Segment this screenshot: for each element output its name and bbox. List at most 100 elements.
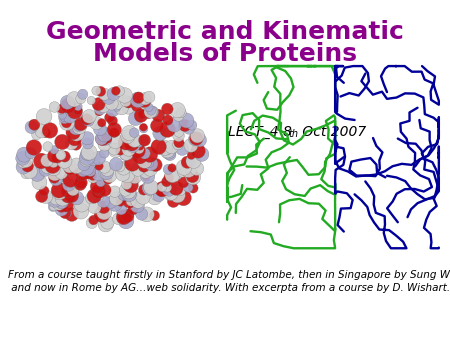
Point <box>187 159 194 165</box>
Point <box>42 194 50 199</box>
Point <box>50 203 58 209</box>
Point <box>127 183 135 188</box>
Point <box>143 159 150 164</box>
Point <box>90 156 97 162</box>
Point <box>88 195 95 201</box>
Point <box>106 173 113 178</box>
Point <box>187 143 194 148</box>
Point <box>181 123 189 128</box>
Point <box>174 173 181 178</box>
Point <box>134 203 141 209</box>
Point <box>135 146 143 151</box>
Point <box>135 198 142 204</box>
Point <box>30 145 37 150</box>
Point <box>140 164 148 169</box>
Point <box>84 141 91 146</box>
Point <box>97 179 104 185</box>
Point <box>51 104 58 110</box>
Point <box>184 185 192 190</box>
Point <box>164 130 171 135</box>
Point <box>126 191 133 197</box>
Point <box>114 102 122 108</box>
Point <box>175 142 182 147</box>
Point <box>120 214 127 220</box>
Point <box>96 136 104 142</box>
Point <box>146 152 153 157</box>
Point <box>87 168 94 174</box>
Point <box>189 186 197 191</box>
Point <box>124 173 131 178</box>
Point <box>62 177 69 183</box>
Point <box>51 175 58 180</box>
Point <box>179 170 186 175</box>
Point <box>77 121 85 127</box>
Point <box>180 195 187 200</box>
Point <box>165 150 172 155</box>
Point <box>140 100 148 106</box>
Point <box>116 88 123 94</box>
Point <box>189 175 197 180</box>
Point <box>124 184 131 189</box>
Point <box>135 95 142 100</box>
Point <box>42 130 50 136</box>
Point <box>140 194 147 200</box>
Point <box>44 164 51 170</box>
Point <box>117 147 124 153</box>
Point <box>86 114 93 119</box>
Point <box>140 138 147 143</box>
Point <box>66 114 73 120</box>
Point <box>68 193 75 198</box>
Point <box>102 134 109 140</box>
Point <box>125 189 132 194</box>
Point <box>57 153 64 158</box>
Text: Oct 2007: Oct 2007 <box>298 125 366 139</box>
Point <box>100 103 107 109</box>
Point <box>112 196 120 201</box>
Point <box>193 136 200 141</box>
Point <box>104 177 112 183</box>
Point <box>175 133 182 139</box>
Point <box>112 162 120 167</box>
Point <box>194 148 202 154</box>
Point <box>23 165 31 170</box>
Point <box>99 212 106 217</box>
Point <box>112 148 119 153</box>
Point <box>127 199 135 204</box>
Point <box>38 158 45 164</box>
Point <box>71 109 78 115</box>
Point <box>121 93 128 98</box>
Point <box>85 169 92 174</box>
Point <box>66 163 73 169</box>
Point <box>117 164 124 169</box>
Point <box>168 144 175 150</box>
Text: From a course taught firstly in Stanford by JC Latombe, then in Singapore by Sun: From a course taught firstly in Stanford… <box>8 270 450 280</box>
Point <box>145 94 153 100</box>
Point <box>55 188 63 193</box>
Point <box>57 107 64 113</box>
Point <box>176 140 183 145</box>
Point <box>171 122 178 127</box>
Point <box>188 122 195 128</box>
Point <box>27 150 34 156</box>
Point <box>104 136 111 142</box>
Point <box>27 169 34 174</box>
Point <box>141 158 148 164</box>
Point <box>122 187 129 193</box>
Point <box>176 187 184 192</box>
Point <box>101 187 108 193</box>
Point <box>19 155 26 161</box>
Point <box>76 124 83 130</box>
Point <box>141 151 149 156</box>
Point <box>65 103 72 108</box>
Point <box>38 194 45 199</box>
Point <box>163 185 171 190</box>
Point <box>109 107 117 112</box>
Point <box>141 138 148 143</box>
Point <box>77 180 85 185</box>
Point <box>80 162 87 168</box>
Point <box>54 155 61 160</box>
Point <box>64 100 71 105</box>
Point <box>124 134 131 139</box>
Point <box>73 163 80 169</box>
Point <box>40 114 48 119</box>
